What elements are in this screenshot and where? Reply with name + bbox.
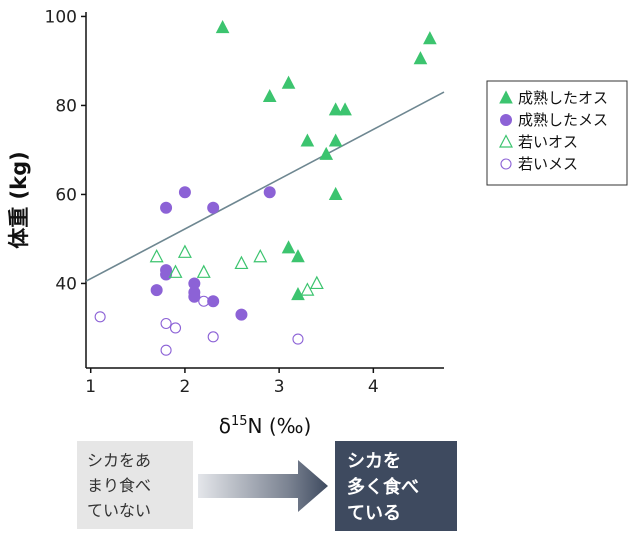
data-point-series-2 [188, 290, 201, 303]
data-point-series-2 [160, 201, 173, 214]
legend-box [486, 80, 628, 186]
data-point-series-1 [413, 51, 428, 65]
data-point-series-1 [319, 146, 334, 160]
y-tick-label: 100 [45, 7, 77, 27]
data-point-series-3 [309, 275, 324, 290]
data-point-series-2 [178, 186, 191, 199]
x-tick-label: 3 [274, 377, 285, 397]
data-point-series-1 [328, 133, 343, 147]
legend-label-4: 若いメス [518, 155, 578, 173]
legend-label-2: 成熟したメス [518, 111, 608, 129]
legend-marker-3 [499, 134, 513, 148]
data-point-series-3 [149, 248, 164, 263]
data-point-series-1 [328, 186, 343, 200]
axes: 1 2 3 4 40 60 80 100 [45, 7, 444, 397]
legend-marker-2 [500, 114, 512, 126]
legend-label-3: 若いオス [518, 133, 578, 151]
data-point-series-3 [300, 282, 315, 296]
data-point-series-3 [168, 264, 183, 278]
data-point-series-1 [215, 19, 230, 34]
data-point-series-3 [196, 264, 211, 278]
trendline-group [85, 91, 445, 282]
data-point-series-1 [281, 75, 296, 89]
x-tick-label: 1 [85, 377, 96, 397]
data-point-series-2 [150, 284, 163, 297]
data-point-series-3 [253, 248, 268, 263]
data-point-series-4 [160, 317, 172, 330]
data-point-series-2 [160, 268, 173, 281]
x-axis-title: δ15N (‰) [219, 414, 312, 438]
data-point-series-1 [291, 286, 305, 301]
data-points [94, 19, 437, 356]
data-point-series-4 [292, 333, 304, 345]
low-deer-diet-box: シカをあ まり食べ ていない [77, 441, 193, 529]
y-tick-label: 60 [55, 185, 77, 205]
data-point-series-2 [235, 308, 248, 321]
data-point-series-1 [338, 102, 352, 116]
data-point-series-1 [328, 102, 343, 116]
data-point-series-2 [207, 295, 220, 308]
y-axis-title: 体重 (kg) [7, 151, 31, 249]
data-point-series-4 [198, 295, 210, 307]
data-point-series-4 [160, 344, 172, 356]
y-tick-label: 40 [55, 274, 77, 294]
data-point-series-4 [169, 322, 182, 334]
data-point-series-1 [262, 88, 277, 103]
data-point-series-1 [291, 249, 305, 263]
y-tick-label: 80 [55, 96, 77, 116]
scatter-chart: 1 2 3 4 40 60 80 100 δ15N (‰) 体重 (kg) 成熟したオス成熟し… [7, 7, 628, 438]
data-point-series-1 [281, 240, 296, 254]
data-point-series-2 [263, 186, 276, 199]
right-arrow-icon [198, 460, 328, 512]
data-point-series-3 [234, 255, 249, 270]
data-point-series-1 [423, 31, 437, 45]
x-tick-label: 2 [180, 377, 191, 397]
x-tick-label: 4 [368, 377, 379, 397]
data-point-series-3 [177, 244, 192, 258]
legend-label-1: 成熟したオス [518, 89, 608, 107]
high-deer-diet-box: シカを 多く食べ ている [335, 441, 457, 531]
legend-marker-1 [499, 90, 513, 104]
data-point-series-4 [94, 311, 106, 323]
data-point-series-2 [207, 201, 220, 214]
legend-marker-4 [500, 158, 512, 170]
trendline [85, 91, 445, 282]
data-point-series-1 [300, 133, 315, 147]
data-point-series-4 [207, 331, 219, 343]
